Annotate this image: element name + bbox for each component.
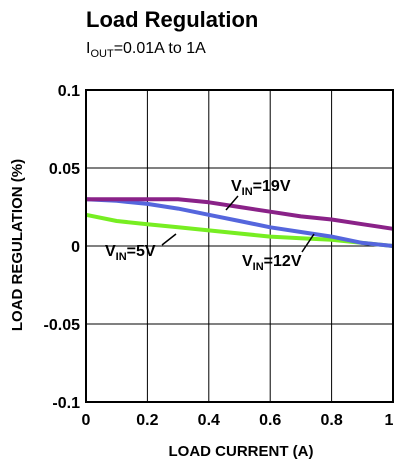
x-tick-label: 0.2: [136, 412, 158, 429]
x-tick-label: 0.8: [320, 412, 342, 429]
y-tick-label: -0.05: [44, 317, 81, 334]
x-tick-label: 0.6: [259, 412, 281, 429]
series-label-vin19: VIN=19V: [225, 178, 291, 211]
grid: [86, 90, 393, 402]
tick-labels: 0 0.2 0.4 0.6 0.8 1 0.1 0.05 0 -0.05 -0.1: [44, 83, 394, 429]
y-tick-label: 0.1: [58, 83, 80, 100]
y-axis-label: LOAD REGULATION (%): [9, 159, 26, 331]
series-line-vin12: [85, 197, 394, 248]
plot-frame: [85, 89, 394, 403]
svg-text:VIN=5V: VIN=5V: [105, 243, 156, 263]
svg-text:VIN=19V: VIN=19V: [231, 178, 291, 198]
series-line-vin19: [86, 197, 394, 231]
chart-title: Load Regulation: [86, 7, 258, 32]
y-tick-label: -0.1: [52, 395, 80, 412]
x-tick-label: 0: [82, 412, 91, 429]
svg-text:VIN=12V: VIN=12V: [242, 253, 302, 273]
x-tick-label: 0.4: [198, 412, 220, 429]
series-label-vin12: VIN=12V: [242, 233, 315, 273]
y-tick-label: 0: [71, 239, 80, 256]
y-tick-label: 0.05: [49, 161, 80, 178]
chart-subtitle: IOUT=0.01A to 1A: [86, 40, 206, 60]
x-tick-label: 1: [385, 412, 394, 429]
series-line-vin5: [85, 212, 394, 248]
series-label-vin5: VIN=5V: [105, 233, 177, 263]
series-layer: [85, 197, 394, 248]
x-axis-label: LOAD CURRENT (A): [169, 443, 314, 460]
